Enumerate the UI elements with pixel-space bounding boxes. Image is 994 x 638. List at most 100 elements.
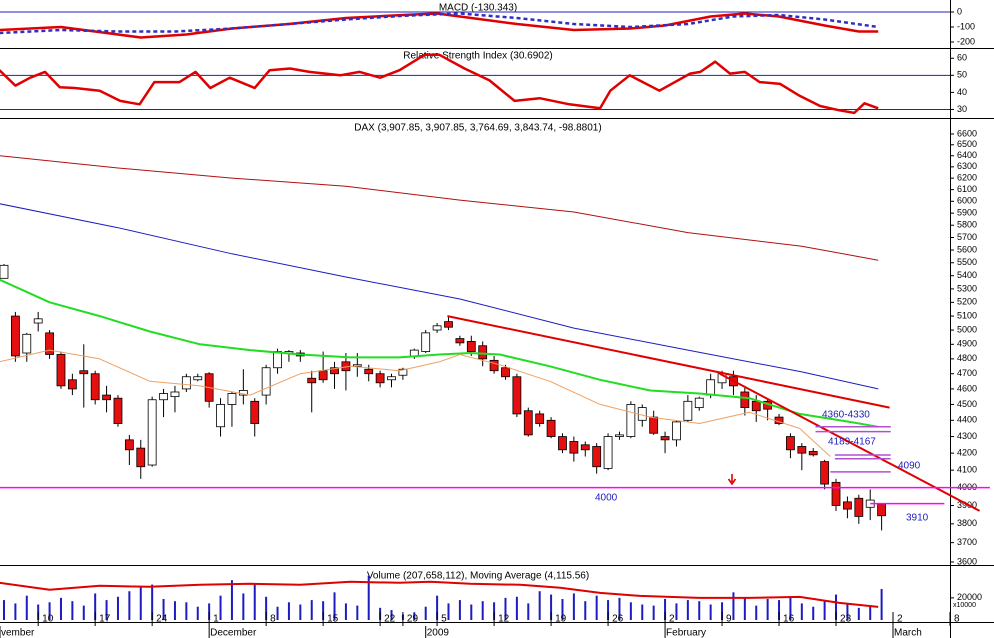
volume-bar bbox=[116, 596, 119, 620]
x-tick-label: 24 bbox=[156, 614, 168, 625]
candle-body bbox=[432, 325, 442, 331]
volume-bar bbox=[94, 593, 97, 620]
y-tick-label: 30 bbox=[957, 104, 967, 114]
candle-body bbox=[626, 404, 636, 437]
candle-body bbox=[580, 444, 590, 451]
volume-bar bbox=[743, 597, 746, 620]
x-tick-label: 1 bbox=[213, 614, 219, 625]
candle-body bbox=[740, 391, 750, 408]
candle-body bbox=[455, 338, 465, 344]
candle-body bbox=[170, 391, 180, 398]
level-label: 4189-4167 bbox=[828, 437, 876, 448]
candle-body bbox=[786, 436, 795, 451]
candle-body bbox=[113, 397, 123, 424]
candle-body bbox=[181, 376, 191, 390]
volume-bar bbox=[584, 601, 587, 620]
volume-bar bbox=[595, 595, 598, 620]
candle-body bbox=[159, 393, 168, 401]
volume-bar bbox=[356, 605, 359, 620]
moving-average bbox=[0, 580, 879, 608]
candle-body bbox=[569, 441, 579, 454]
candle-body bbox=[273, 351, 282, 369]
x-tick-label: 17 bbox=[99, 614, 111, 625]
volume-bar bbox=[208, 603, 211, 620]
volume-bar bbox=[538, 591, 541, 620]
candle-body bbox=[694, 397, 704, 408]
volume-bar bbox=[48, 602, 51, 620]
y-tick-label: 3600 bbox=[957, 556, 977, 566]
moving-average bbox=[0, 203, 879, 390]
candle-body bbox=[56, 354, 66, 387]
volume-bar bbox=[390, 610, 393, 620]
candle-body bbox=[421, 332, 431, 352]
candle-body bbox=[660, 436, 670, 441]
indicator-line bbox=[0, 12, 879, 35]
x-month-label: December bbox=[210, 628, 257, 638]
volume-bar bbox=[527, 603, 530, 620]
candle-body bbox=[592, 446, 602, 468]
candle-body bbox=[831, 481, 841, 506]
x-tick-label: 8 bbox=[954, 614, 960, 625]
volume-bar bbox=[698, 601, 701, 620]
volume-bar bbox=[629, 602, 632, 620]
candle-body bbox=[318, 370, 328, 381]
x-tick-label: 12 bbox=[498, 614, 510, 625]
moving-average bbox=[0, 278, 879, 428]
volume-bar bbox=[287, 602, 290, 620]
candle-body bbox=[364, 368, 374, 375]
y-tick-label: 0 bbox=[957, 6, 962, 16]
volume-bar bbox=[652, 605, 655, 620]
candle-body bbox=[193, 376, 203, 381]
y-tick-label: 40 bbox=[957, 87, 967, 97]
candle-body bbox=[10, 315, 20, 357]
volume-bar bbox=[800, 603, 803, 620]
x-month-label: March bbox=[894, 628, 922, 638]
y-tick-label: 4200 bbox=[957, 448, 977, 458]
volume-bar bbox=[869, 606, 872, 620]
y-tick-label: 5600 bbox=[957, 244, 977, 254]
y-tick-label: 4900 bbox=[957, 339, 977, 349]
x-tick-label: 26 bbox=[612, 614, 624, 625]
candle-body bbox=[820, 461, 830, 485]
panel-title: DAX (3,907.85, 3,907.85, 3,764.69, 3,843… bbox=[354, 123, 601, 134]
unit-label: x10000 bbox=[953, 602, 976, 609]
x-tick-label: 23 bbox=[840, 614, 852, 625]
volume-bar bbox=[835, 594, 838, 620]
y-tick-label: 5800 bbox=[957, 220, 977, 230]
y-tick-label: 6100 bbox=[957, 184, 977, 194]
x-tick-label: 9 bbox=[726, 614, 732, 625]
volume-bar bbox=[458, 600, 461, 620]
candle-body bbox=[124, 439, 134, 451]
moving-average bbox=[0, 349, 831, 457]
volume-bar bbox=[367, 575, 370, 620]
volume-bar bbox=[151, 584, 154, 620]
volume-bar bbox=[276, 606, 279, 620]
volume-bar bbox=[230, 580, 233, 620]
volume-bar bbox=[823, 601, 826, 620]
volume-bar bbox=[857, 607, 860, 620]
volume-bar bbox=[789, 596, 792, 620]
y-tick-label: 5000 bbox=[957, 324, 977, 334]
volume-bar bbox=[709, 604, 712, 620]
candle-body bbox=[33, 318, 43, 324]
volume-bar bbox=[59, 597, 62, 620]
x-month-label: vember bbox=[1, 628, 35, 638]
candle-body bbox=[0, 264, 9, 279]
indicator-line bbox=[0, 53, 879, 115]
volume-bar bbox=[128, 591, 131, 620]
candle-body bbox=[751, 400, 761, 412]
level-label: 3910 bbox=[906, 513, 929, 524]
y-tick-label: 5500 bbox=[957, 257, 977, 267]
candle-body bbox=[398, 368, 408, 376]
candle-body bbox=[512, 376, 522, 415]
volume-bar bbox=[447, 603, 450, 620]
volume-bar bbox=[607, 600, 610, 620]
volume-bar bbox=[196, 606, 199, 620]
y-tick-label: 6000 bbox=[957, 196, 977, 206]
candle-body bbox=[102, 394, 111, 401]
candle-body bbox=[466, 341, 476, 352]
level-label: 4000 bbox=[595, 493, 618, 504]
candle-body bbox=[489, 359, 499, 372]
y-tick-label: -200 bbox=[957, 36, 975, 46]
